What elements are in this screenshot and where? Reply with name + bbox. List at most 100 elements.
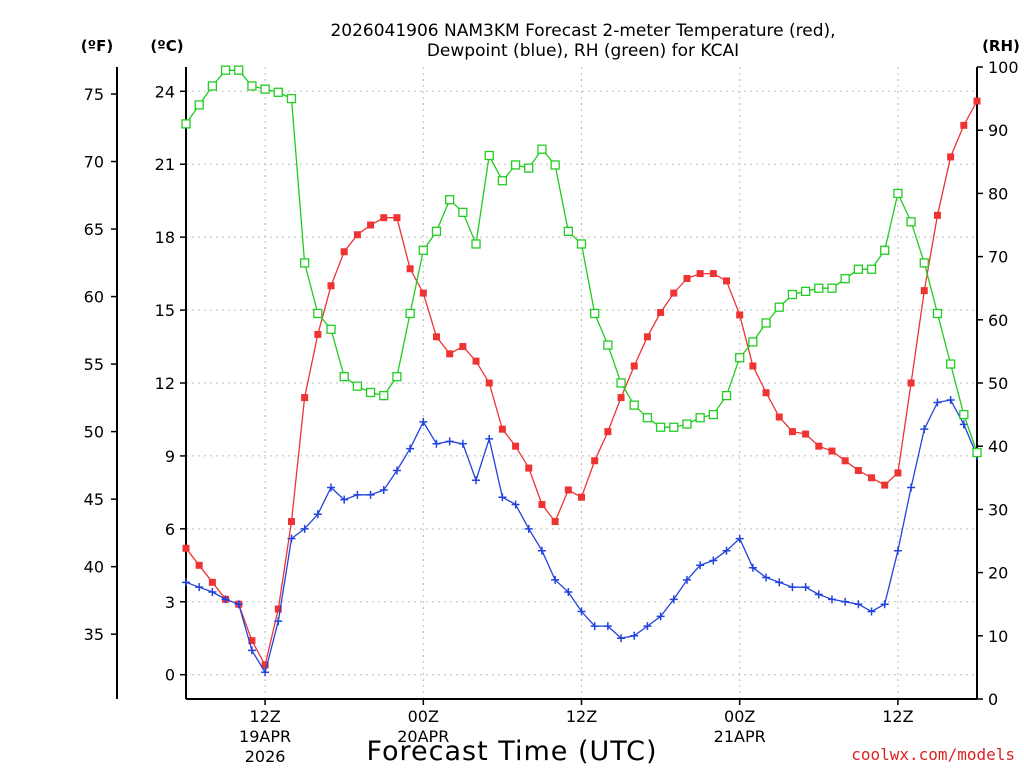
dewpoint-point	[221, 595, 230, 604]
2-meter-temperature-point	[657, 309, 665, 317]
dewpoint-point	[682, 575, 691, 584]
rh-tick-label: 40	[988, 437, 1008, 456]
2-meter-temperature-point	[907, 379, 915, 387]
dewpoint-point	[208, 588, 217, 597]
2-meter-temperature-point	[419, 289, 427, 297]
dewpoint-point	[867, 607, 876, 616]
dewpoint-point	[327, 483, 336, 492]
rh-point	[220, 65, 231, 75]
2-meter-temperature-point	[498, 425, 506, 433]
dewpoint-point	[485, 434, 494, 443]
2-meter-temperature-point	[643, 333, 651, 341]
rh-point	[735, 353, 745, 363]
fahrenheit-unit-label: (ºF)	[81, 37, 113, 55]
dewpoint-point	[801, 583, 810, 592]
rh-point	[682, 419, 692, 429]
2-meter-temperature-point	[274, 605, 282, 613]
celsius-tick-label: 12	[155, 374, 175, 393]
celsius-tick-label: 15	[155, 301, 175, 320]
2-meter-temperature-point	[920, 287, 928, 295]
dewpoint-point	[735, 534, 744, 543]
2-meter-temperature-point	[380, 214, 388, 222]
rh-point	[339, 372, 349, 382]
2-meter-temperature-point	[683, 274, 691, 282]
dewpoint-point	[498, 493, 507, 502]
dewpoint-point	[709, 556, 718, 565]
rh-point	[906, 217, 916, 227]
rh-point	[853, 264, 863, 274]
rh-point	[458, 207, 468, 218]
rh-point	[800, 286, 811, 297]
2-meter-temperature-point	[485, 379, 493, 387]
2-meter-temperature-point	[960, 121, 968, 129]
rh-point	[313, 308, 323, 319]
celsius-tick-label: 24	[155, 82, 175, 101]
2-meter-temperature-point	[472, 357, 480, 365]
celsius-tick-label: 6	[165, 520, 175, 539]
2-meter-temperature-point	[327, 282, 335, 290]
fahrenheit-tick-label: 70	[84, 153, 104, 172]
fahrenheit-tick-label: 55	[84, 355, 104, 374]
2-meter-temperature-point	[538, 501, 546, 509]
rh-point	[576, 239, 587, 249]
rh-point	[590, 308, 600, 319]
rh-point	[365, 387, 376, 398]
rh-point	[537, 144, 547, 154]
rh-point	[497, 176, 508, 186]
rh-point	[932, 308, 943, 319]
rh-point	[379, 390, 389, 401]
2-meter-temperature-point	[723, 277, 731, 285]
rh-point	[655, 422, 666, 432]
date-label: 20APR	[397, 727, 449, 746]
2-meter-temperature-point	[696, 270, 704, 278]
rh-series	[181, 65, 982, 458]
2-meter-temperature-point	[802, 430, 810, 438]
2-meter-temperature-point	[933, 211, 941, 219]
rh-point	[642, 413, 653, 423]
dewpoint-point	[511, 500, 520, 509]
2-meter-temperature-point	[208, 578, 216, 586]
dewpoint-point	[366, 490, 375, 499]
2-meter-temperature-point	[841, 457, 849, 465]
rh-point	[919, 258, 929, 268]
chart-title-line2: Dewpoint (blue), RH (green) for KCAI	[427, 41, 739, 61]
2-meter-temperature-point	[604, 428, 612, 436]
dewpoint-point	[379, 485, 388, 494]
rh-tick-label: 30	[988, 500, 1008, 519]
dewpoint-point	[617, 634, 626, 643]
dewpoint-point	[748, 563, 757, 572]
2-meter-temperature-point	[578, 493, 585, 501]
2-meter-temperature-point	[670, 289, 678, 297]
2-meter-temperature-point	[815, 442, 823, 450]
credit-link[interactable]: coolwx.com/models	[851, 745, 1015, 764]
dewpoint-point	[537, 546, 546, 555]
dewpoint-point	[946, 396, 955, 405]
dewpoint-point	[577, 607, 586, 616]
dewpoint-point	[656, 612, 665, 621]
dewpoint-point	[643, 622, 652, 631]
dewpoint-point	[880, 600, 889, 609]
dewpoint-point	[959, 420, 968, 429]
2-meter-temperature-point	[828, 447, 836, 455]
dewpoint-point	[775, 578, 784, 587]
2-meter-temperature-point	[564, 486, 572, 494]
rh-point	[418, 245, 428, 255]
rh-point	[893, 188, 903, 199]
rh-point	[945, 359, 956, 369]
2-meter-temperature-point	[775, 413, 783, 421]
rh-tick-label: 50	[988, 374, 1008, 393]
celsius-tick-label: 3	[165, 593, 175, 612]
dewpoint-point	[524, 524, 533, 533]
2-meter-temperature-point	[854, 467, 862, 475]
fahrenheit-tick-label: 65	[84, 220, 104, 239]
dewpoint-point	[893, 546, 902, 555]
dewpoint-point	[603, 622, 612, 631]
dewpoint-point	[274, 617, 283, 626]
2-meter-temperature-point	[459, 343, 467, 351]
x-axis-title: Forecast Time (UTC)	[366, 736, 657, 767]
rh-point	[629, 400, 639, 410]
dewpoint-point	[590, 622, 599, 631]
rh-point	[708, 409, 718, 420]
2-meter-temperature-point	[947, 153, 955, 161]
